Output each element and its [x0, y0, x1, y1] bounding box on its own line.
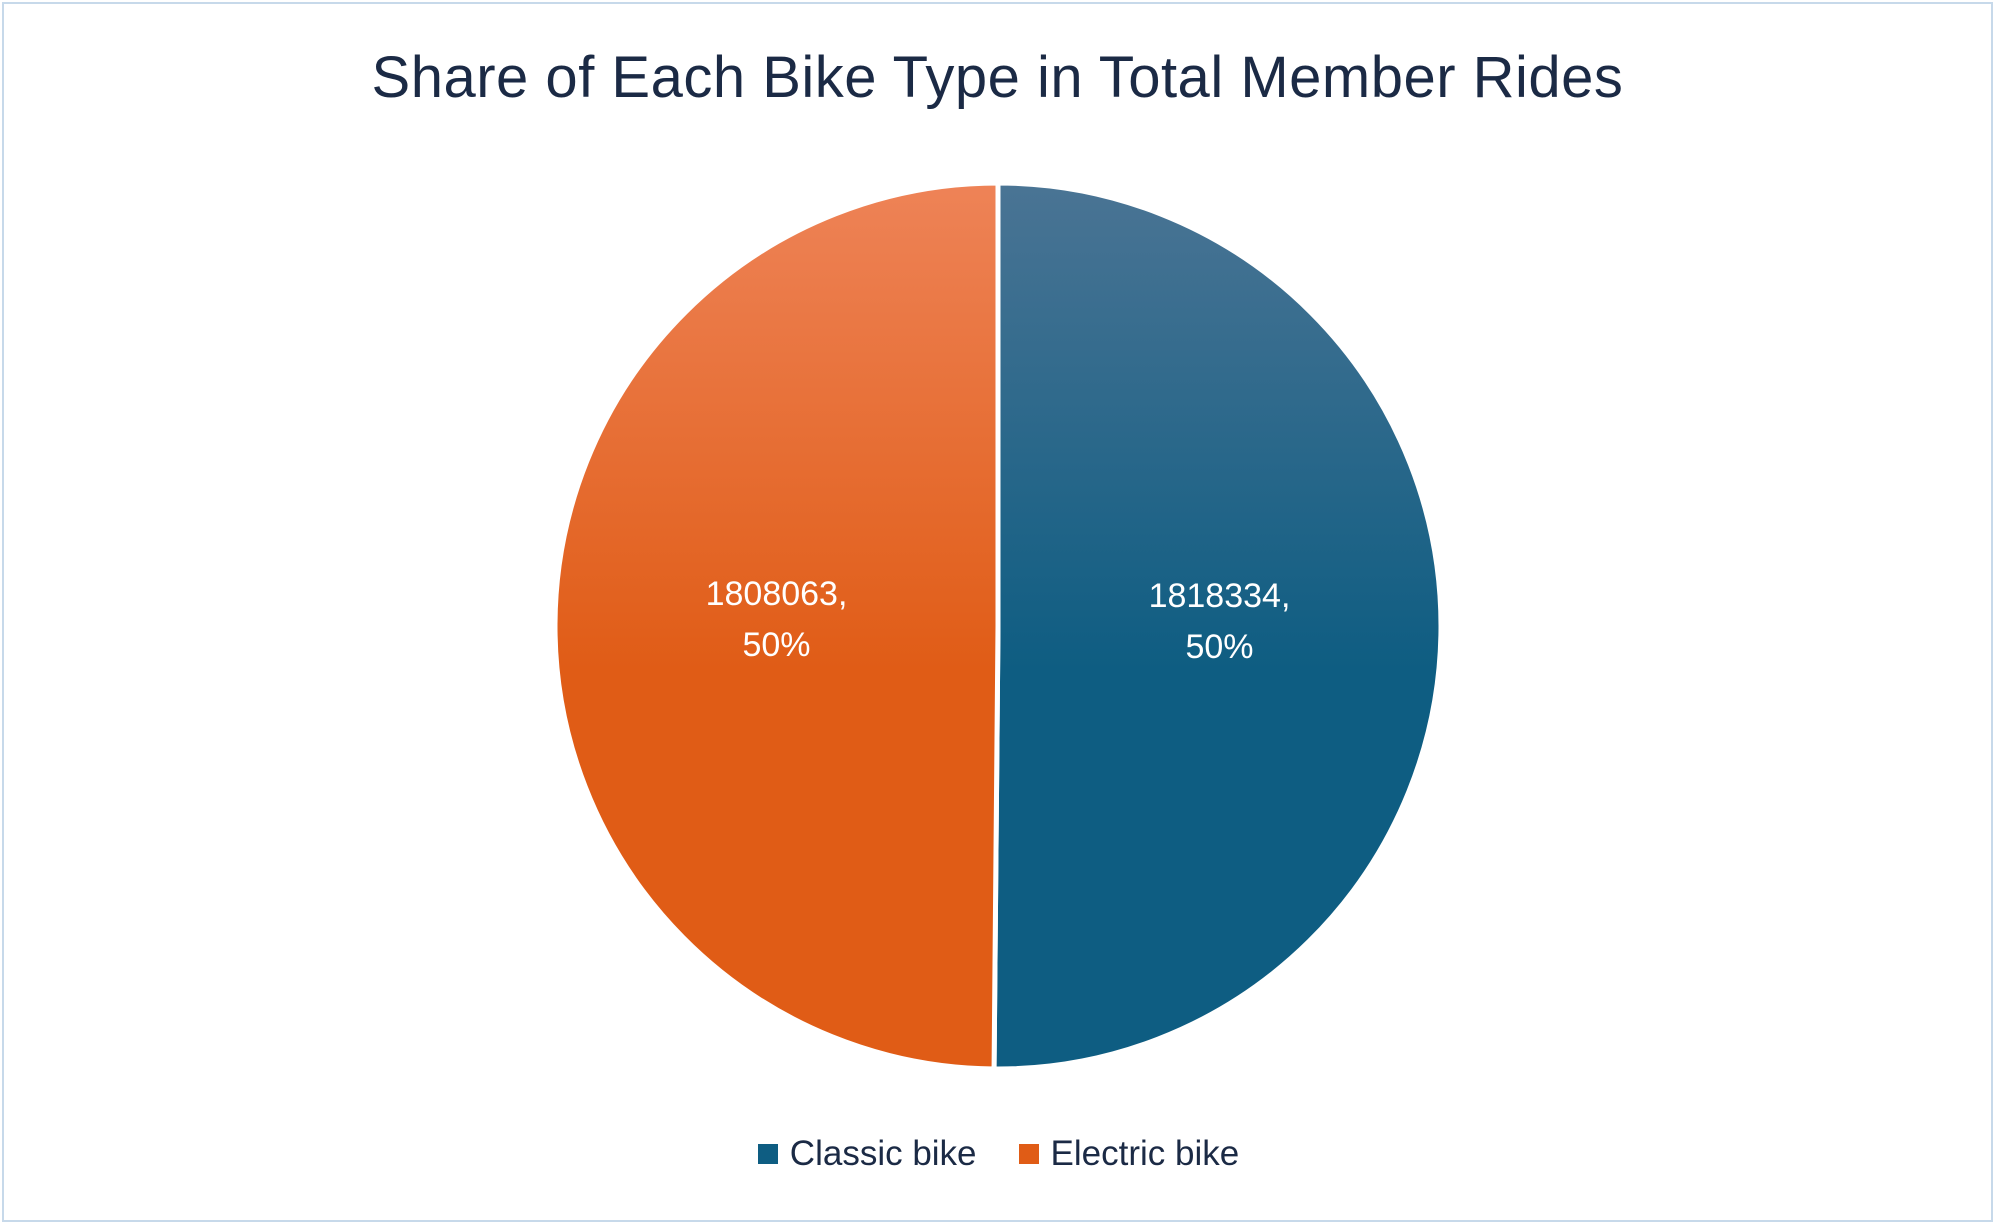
pie-slice-classic-bike [991, 180, 1444, 1072]
chart-legend: Classic bike Electric bike [0, 1134, 1997, 1174]
data-label-classic-bike: 1818334, 50% [1149, 577, 1291, 666]
data-label-electric-bike: 1808063, 50% [706, 575, 848, 664]
chart-title: Share of Each Bike Type in Total Member … [371, 45, 1624, 110]
legend-item-electric-bike: Electric bike [1018, 1134, 1240, 1174]
pie-slice-electric-bike [552, 180, 1001, 1072]
legend-swatch-electric-bike [1018, 1144, 1039, 1164]
legend-swatch-classic-bike [757, 1144, 778, 1164]
legend-label-classic-bike: Classic bike [789, 1134, 977, 1173]
legend-label-electric-bike: Electric bike [1050, 1134, 1240, 1173]
legend-item-classic-bike: Classic bike [757, 1134, 977, 1174]
